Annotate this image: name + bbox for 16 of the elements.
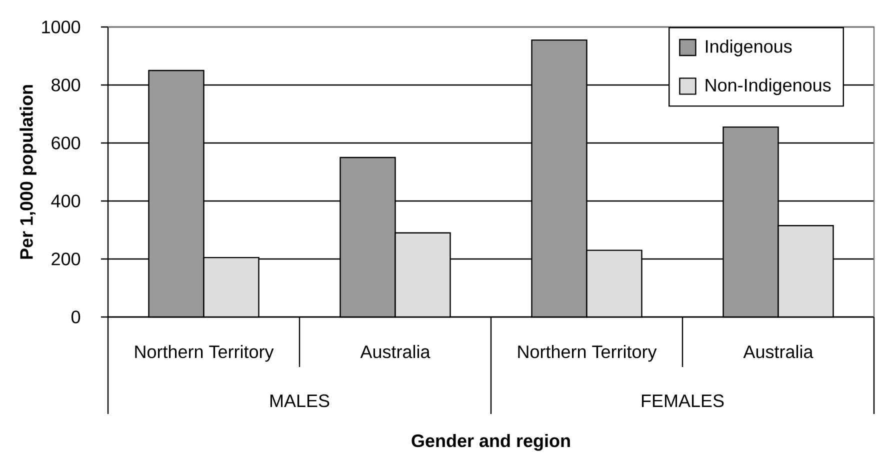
y-tick-label: 400 <box>51 194 80 208</box>
legend-label: Non-Indigenous <box>706 78 831 96</box>
text: MALES <box>270 394 330 408</box>
y-tick-label: 0 <box>72 310 80 324</box>
legend-label: Indigenous <box>706 40 792 56</box>
y-tick-label: 600 <box>52 136 80 150</box>
x-tick-label: Australia <box>743 344 814 358</box>
y-tick-label: 1000 <box>42 20 80 34</box>
y-tick-label: 200 <box>52 252 80 266</box>
x-tick-label: Australia <box>360 344 430 358</box>
y-tick-label: 800 <box>52 78 80 92</box>
x-tick-label: Northern Territory <box>135 344 274 362</box>
y-axis-title: Per 1,000 population <box>20 85 36 259</box>
text: FEMALES <box>642 394 724 408</box>
x-tick-label: Northern Territory <box>518 344 657 362</box>
x-axis-title: Gender and region <box>412 434 570 451</box>
